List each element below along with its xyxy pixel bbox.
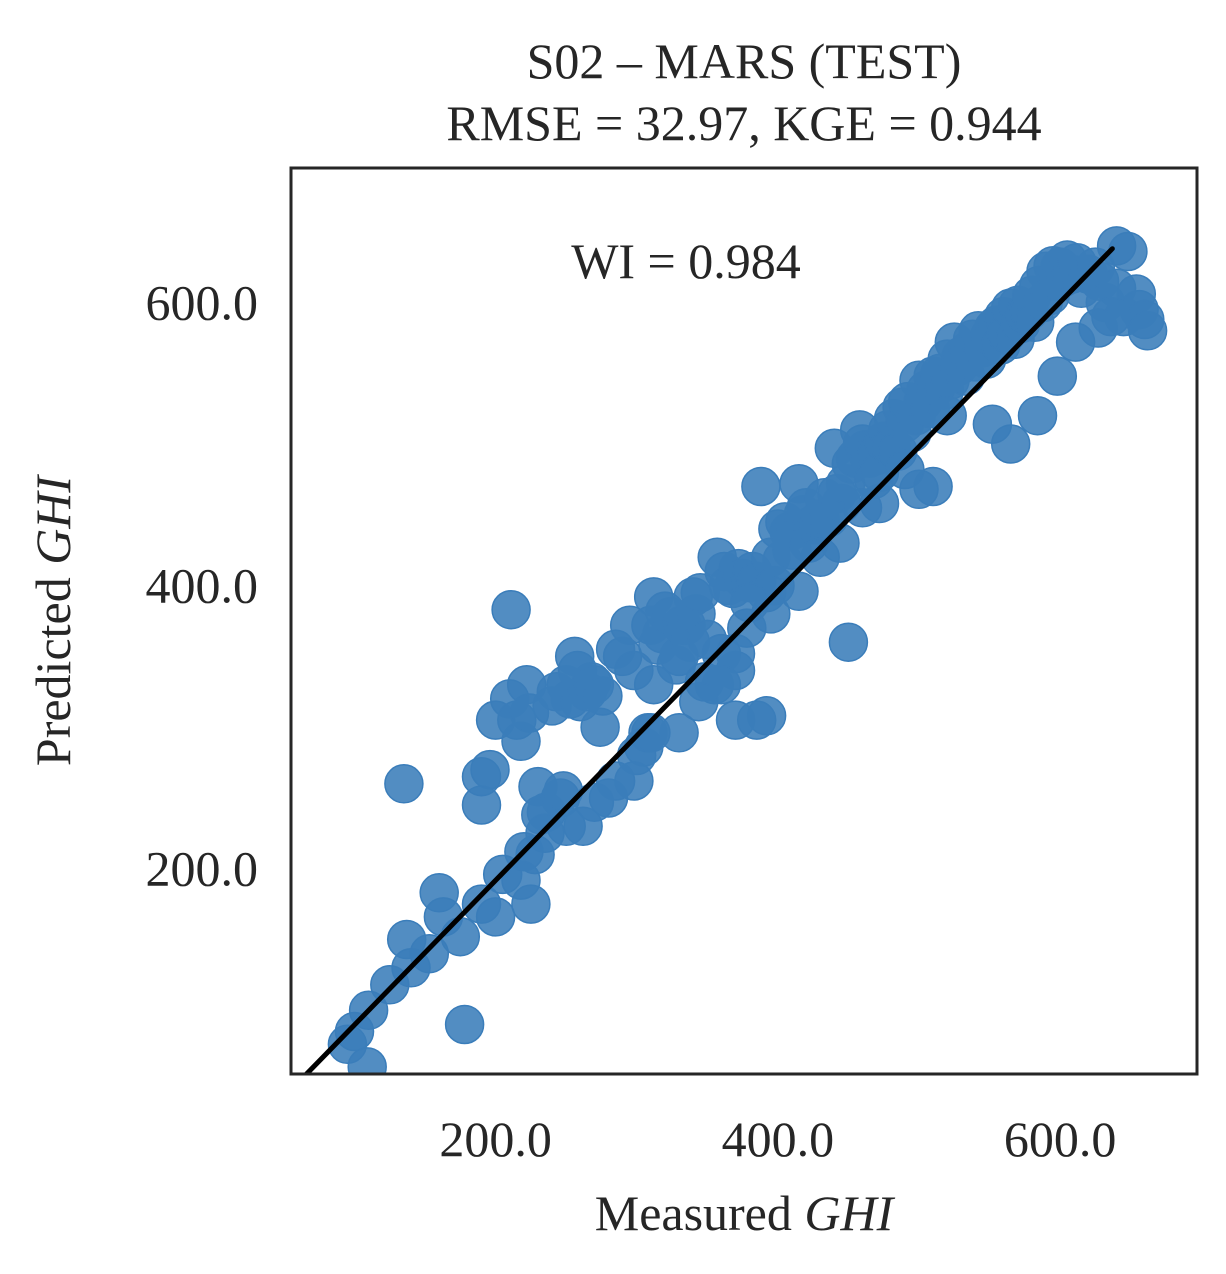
- y-tick-label: 600.0: [146, 274, 259, 330]
- scatter-point: [1127, 311, 1168, 351]
- scatter-point: [1037, 356, 1078, 396]
- y-axis-label-prefix: Predicted: [25, 565, 81, 766]
- x-tick-labels: 200.0 400.0 600.0: [439, 1111, 1116, 1167]
- x-tick-label: 600.0: [1004, 1111, 1117, 1167]
- scatter-points: [327, 226, 1168, 1074]
- scatter-point: [828, 622, 869, 662]
- x-axis-label-var: GHI: [804, 1185, 895, 1241]
- x-tick-label: 200.0: [439, 1111, 552, 1167]
- scatter-point: [347, 1047, 387, 1074]
- scatter-point: [972, 404, 1013, 444]
- scatter-point: [491, 589, 531, 630]
- x-tick-label: 400.0: [722, 1111, 835, 1167]
- scatter-point: [475, 897, 516, 937]
- plot-frame: [289, 166, 1199, 1076]
- scatter-point: [444, 1004, 485, 1045]
- scatter-point: [1055, 322, 1096, 362]
- y-tick-labels: 200.0 400.0 600.0: [146, 274, 259, 896]
- scatter-point: [633, 664, 674, 705]
- scatter-point: [800, 537, 840, 578]
- scatter-point: [885, 449, 925, 490]
- fit-line: [304, 246, 1115, 1074]
- scatter-point: [384, 764, 424, 804]
- scatter-point: [370, 965, 410, 1005]
- scatter-point: [631, 713, 671, 753]
- y-axis-label-var: GHI: [25, 474, 81, 565]
- chart-title-line1: S02 – MARS (TEST): [527, 33, 962, 89]
- scatter-point: [729, 582, 770, 623]
- scatter-point: [1017, 395, 1058, 436]
- scatter-point: [679, 681, 719, 722]
- scatter-point: [574, 782, 615, 822]
- y-tick-label: 200.0: [146, 841, 259, 897]
- annotation-wi: WI = 0.984: [571, 233, 801, 289]
- scatter-point: [583, 676, 623, 716]
- x-axis-label-prefix: Measured: [595, 1185, 805, 1241]
- x-axis-label: Measured GHI: [595, 1185, 896, 1241]
- y-axis-label: Predicted GHI: [25, 474, 81, 767]
- scatter-point: [715, 700, 756, 740]
- scatter-point: [741, 466, 781, 507]
- y-tick-label: 400.0: [146, 558, 259, 614]
- scatter-point: [501, 860, 541, 900]
- scatter-point: [334, 1011, 375, 1052]
- scatter-point: [1108, 231, 1148, 272]
- scatter-point: [470, 749, 510, 790]
- chart-title-line2: RMSE = 32.97, KGE = 0.944: [446, 95, 1041, 151]
